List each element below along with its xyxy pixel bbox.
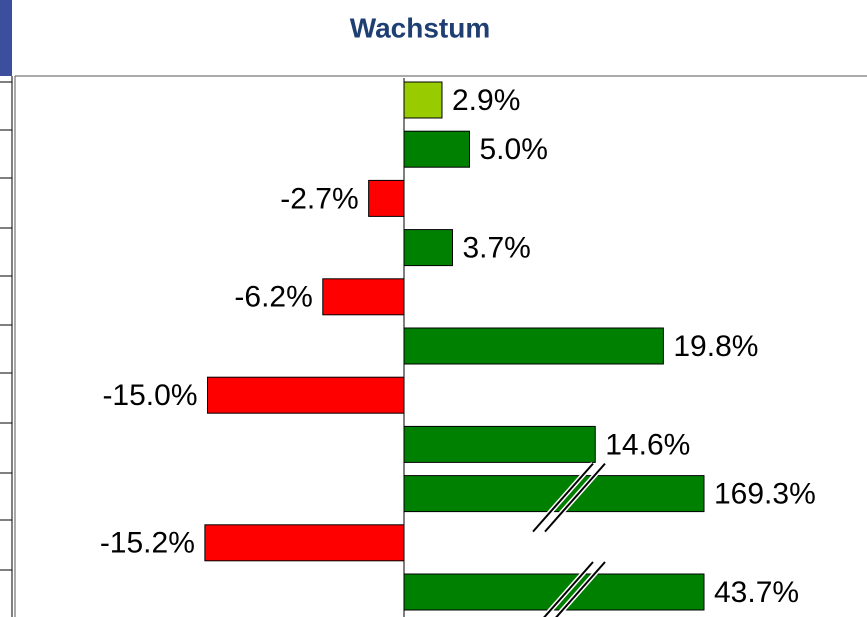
value-label: 19.8%	[673, 330, 758, 363]
chart-title: Wachstum	[350, 12, 491, 43]
break-mark	[544, 462, 606, 533]
value-label: -6.2%	[234, 281, 312, 314]
table-edge	[0, 76, 13, 617]
table-header-edge	[0, 0, 12, 76]
bar	[403, 425, 596, 463]
break-mark	[543, 561, 594, 617]
value-label: 43.7%	[714, 576, 799, 609]
value-label: -15.0%	[102, 379, 197, 412]
break-mark	[555, 561, 606, 617]
value-label: 2.9%	[452, 84, 520, 117]
value-label: 169.3%	[714, 478, 816, 511]
value-label: 5.0%	[480, 133, 548, 166]
value-label: -2.7%	[280, 182, 358, 215]
bar	[368, 179, 405, 217]
break-mark	[532, 462, 594, 533]
bar	[322, 278, 405, 316]
bar	[207, 376, 405, 414]
bar	[403, 81, 443, 119]
value-label: -15.2%	[100, 527, 195, 560]
bar	[403, 229, 453, 267]
value-label: 3.7%	[462, 232, 530, 265]
bar	[403, 130, 470, 168]
bar	[204, 524, 405, 562]
value-label: 14.6%	[605, 428, 690, 461]
bar	[403, 327, 664, 365]
